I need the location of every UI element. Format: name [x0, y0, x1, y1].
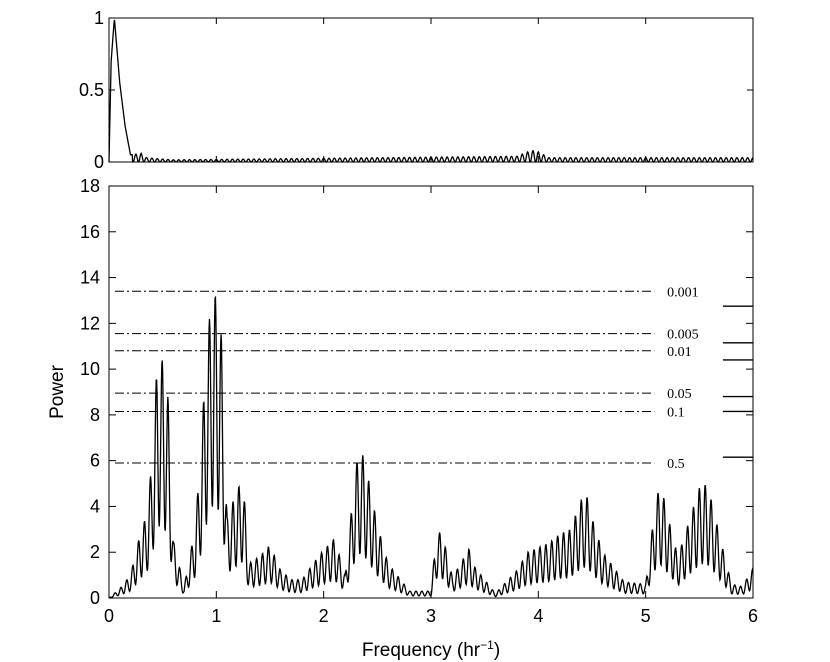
significance-label: 0.05: [667, 387, 692, 402]
periodogram-tick-marks: [108, 185, 754, 599]
significance-label: 0.005: [667, 328, 699, 343]
y-tick-label: 6: [90, 451, 100, 471]
y-tick-label: 0: [94, 152, 104, 172]
x-axis-title-main: Frequency (hr: [362, 640, 481, 661]
window-function-panel: 00.51: [79, 8, 754, 172]
window-function-y-tick-labels: 00.51: [79, 8, 104, 172]
significance-label: 0.01: [667, 345, 692, 360]
window-function-tick-marks: [108, 17, 754, 163]
y-tick-label: 4: [90, 496, 100, 516]
y-tick-label: 12: [80, 313, 100, 333]
x-tick-label: 0: [104, 606, 114, 626]
y-tick-label: 1: [94, 8, 104, 28]
y-tick-label: 10: [80, 359, 100, 379]
significance-label: 0.5: [667, 457, 685, 472]
significance-labels: 0.001 0.005 0.01 0.05 0.1 0.5: [667, 285, 699, 472]
x-axis-title-superscript: −1: [480, 638, 494, 652]
x-tick-label: 2: [319, 606, 329, 626]
x-tick-label: 6: [748, 606, 758, 626]
x-axis-title-suffix: ): [494, 640, 500, 661]
window-function-series: [108, 19, 754, 163]
significance-label: 0.001: [667, 285, 699, 300]
y-tick-label: 18: [80, 176, 100, 196]
y-tick-label: 0.5: [79, 80, 104, 100]
periodogram-series: [108, 295, 754, 599]
y-tick-label: 2: [90, 542, 100, 562]
periodogram-line: [108, 295, 754, 599]
x-tick-label: 4: [533, 606, 543, 626]
x-tick-label: 5: [641, 606, 651, 626]
periodogram-y-tick-labels: 0 2 4 6 8 10 12 14 16 18: [80, 176, 100, 608]
x-tick-label: 1: [211, 606, 221, 626]
y-tick-label: 14: [80, 268, 100, 288]
y-axis-title: Power: [47, 364, 68, 419]
window-function-plot-area: [108, 17, 754, 163]
y-tick-label: 8: [90, 405, 100, 425]
y-tick-label: 0: [90, 588, 100, 608]
periodogram-x-tick-labels: 0 1 2 3 4 5 6: [104, 606, 758, 626]
window-function-line: [108, 19, 754, 163]
significance-label: 0.1: [667, 405, 685, 420]
significance-lines: [115, 290, 655, 464]
x-axis-title: Frequency (hr−1): [362, 638, 500, 661]
significance-markers: [722, 305, 753, 458]
x-tick-label: 3: [426, 606, 436, 626]
y-tick-label: 16: [80, 222, 100, 242]
